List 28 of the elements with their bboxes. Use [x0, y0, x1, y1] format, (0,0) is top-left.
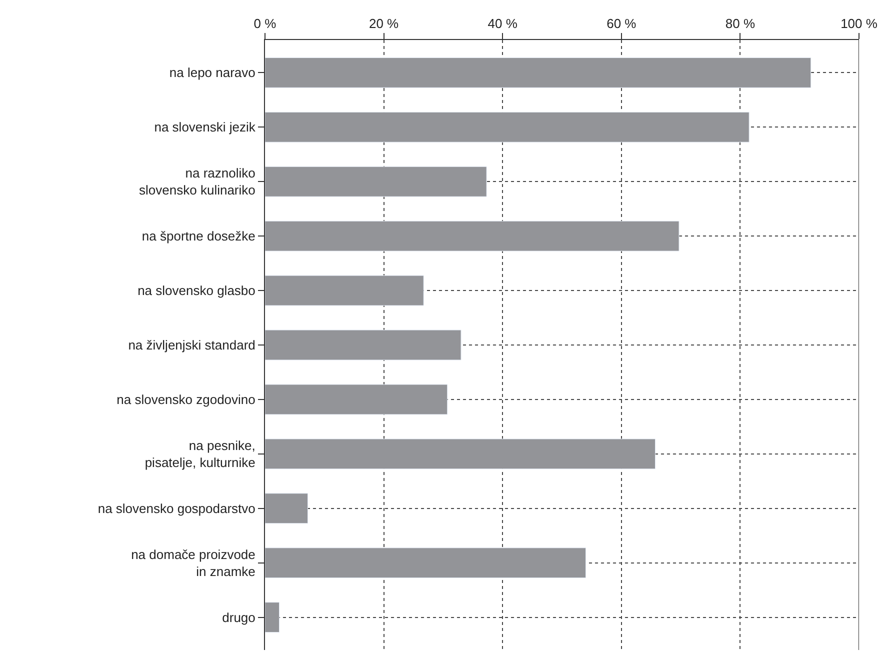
x-tick-label: 100 %: [840, 16, 878, 31]
y-tick-label: na življenjski standard: [128, 338, 256, 353]
bar: [265, 438, 656, 470]
bar: [265, 602, 280, 633]
bar: [265, 112, 750, 142]
y-tick-label: na slovensko zgodovino: [116, 392, 256, 408]
x-tick-label: 40 %: [488, 16, 518, 31]
bar: [265, 220, 680, 252]
y-tick-label: na domače proizvode in znamke: [131, 546, 256, 579]
bar: [265, 57, 812, 88]
bar: [265, 166, 487, 197]
y-tick-label: drugo: [222, 610, 256, 625]
bar: [265, 493, 308, 524]
bar: [265, 275, 424, 306]
x-tick-label: 80 %: [725, 16, 756, 31]
bar: [265, 330, 462, 360]
y-tick-label: na raznoliko slovensko kulinariko: [139, 166, 256, 198]
y-tick-label: na slovensko gospodarstvo: [98, 500, 256, 516]
bar: [265, 384, 448, 415]
bar: [265, 548, 586, 578]
y-tick-label: na pesnike, pisatelje, kulturnike: [144, 438, 256, 470]
y-tick-label: na slovenski jezik: [154, 120, 256, 135]
y-tick-label: na slovensko glasbo: [138, 283, 256, 298]
x-tick-label: 20 %: [368, 16, 400, 31]
y-tick-label: na lepo naravo: [169, 65, 256, 80]
x-tick-label: 60 %: [606, 16, 637, 31]
y-tick-label: na športne dosežke: [142, 228, 256, 244]
x-tick-label: 0 %: [254, 16, 277, 31]
